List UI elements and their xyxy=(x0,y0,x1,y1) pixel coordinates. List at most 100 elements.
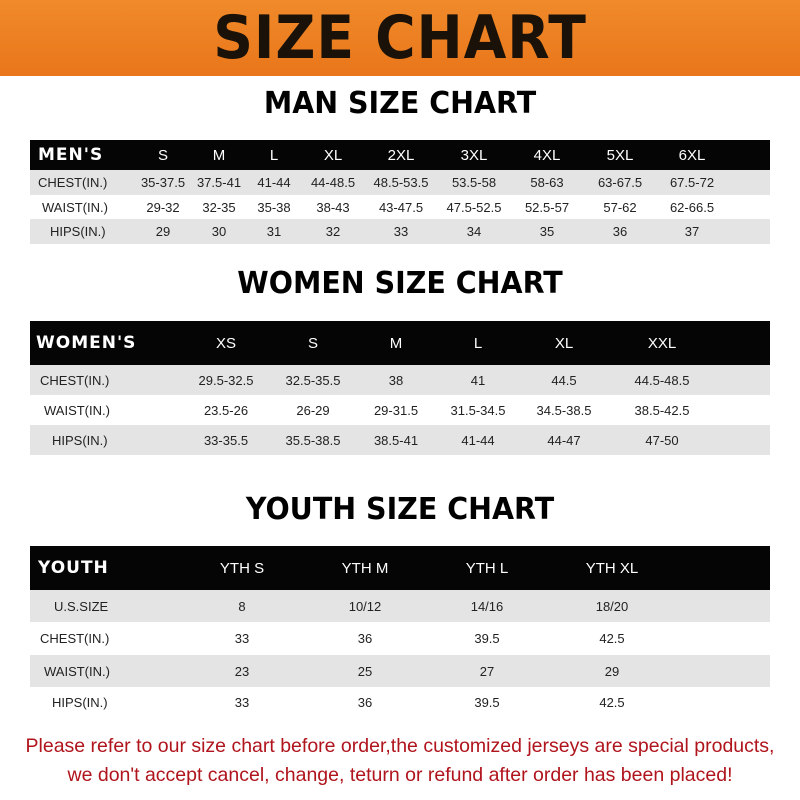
size-value: 44-48.5 xyxy=(310,175,356,190)
size-header: XXL xyxy=(647,334,677,352)
size-value: 33 xyxy=(234,695,250,710)
size-value: 57-62 xyxy=(603,199,637,215)
table-row: CHEST(IN.) 35-37.5 37.5-41 41-44 44-48.5 48.5… xyxy=(30,170,770,195)
size-value: 41-44 xyxy=(257,175,291,190)
size-header: XL xyxy=(323,146,343,164)
size-value: 62-66.5 xyxy=(669,199,715,215)
size-value: 36 xyxy=(357,631,373,646)
size-value: 44.5 xyxy=(551,372,577,388)
size-header: L xyxy=(473,334,483,352)
size-header: 5XL xyxy=(606,146,634,164)
size-header: 3XL xyxy=(460,146,488,164)
measure-label: WAIST(IN.) xyxy=(44,663,110,679)
women-header-row: WOMEN'S XS S M L XL XXL xyxy=(30,321,770,365)
size-header: XL xyxy=(554,334,574,352)
size-value: 31.5-34.5 xyxy=(450,402,506,418)
size-value: 36 xyxy=(612,224,628,239)
size-header: YTH XL xyxy=(585,559,639,577)
measure-label: HIPS(IN.) xyxy=(52,432,108,448)
size-value: 25 xyxy=(357,663,373,679)
size-value: 41 xyxy=(470,372,486,388)
size-value: 44.5-48.5 xyxy=(634,372,690,388)
size-value: 42.5 xyxy=(599,631,625,646)
size-value: 47.5-52.5 xyxy=(446,199,502,215)
size-value: 8 xyxy=(238,598,246,614)
size-value: 34.5-38.5 xyxy=(536,402,592,418)
size-header: M xyxy=(212,146,226,164)
women-size-table: WOMEN'S XS S M L XL XXL CHEST(IN.) 29.5-32.5 32.5… xyxy=(30,321,770,455)
size-header: M xyxy=(389,334,403,352)
men-header-row: MEN'S S M L XL 2XL 3XL 4XL 5XL 6XL xyxy=(30,140,770,170)
size-value: 52.5-57 xyxy=(524,199,570,215)
measure-label: U.S.SIZE xyxy=(54,598,109,614)
size-value: 38.5-42.5 xyxy=(634,402,690,418)
size-value: 36 xyxy=(357,695,373,710)
size-header: XS xyxy=(215,334,237,352)
size-value: 29 xyxy=(604,663,620,679)
size-value: 33-35.5 xyxy=(203,432,249,448)
size-value: 31 xyxy=(266,224,282,239)
measure-label: WAIST(IN.) xyxy=(42,199,108,215)
banner-title: SIZE CHART xyxy=(213,3,587,73)
size-value: 18/20 xyxy=(595,598,629,614)
size-header: YTH S xyxy=(219,559,265,577)
size-value: 29-31.5 xyxy=(373,402,419,418)
size-value: 48.5-53.5 xyxy=(373,175,429,190)
size-value: 38.5-41 xyxy=(373,432,419,448)
size-value: 35-38 xyxy=(257,199,291,215)
size-value: 29.5-32.5 xyxy=(198,372,254,388)
size-value: 23 xyxy=(234,663,250,679)
table-row: CHEST(IN.) 29.5-32.5 32.5-35.5 38 41 44.5 44.5… xyxy=(30,365,770,395)
youth-size-table: YOUTH YTH S YTH M YTH L YTH XL U.S.SIZE 8 10/12… xyxy=(30,546,770,718)
table-row: U.S.SIZE 8 10/12 14/16 18/20 xyxy=(30,590,770,622)
size-value: 44-47 xyxy=(547,432,581,448)
measure-label: HIPS(IN.) xyxy=(52,695,108,710)
table-label: MEN'S xyxy=(38,145,104,165)
measure-label: CHEST(IN.) xyxy=(40,631,110,646)
size-value: 34 xyxy=(466,224,482,239)
size-header: L xyxy=(269,146,279,164)
table-label: YOUTH xyxy=(38,558,109,578)
size-value: 35-37.5 xyxy=(140,175,186,190)
size-value: 38 xyxy=(388,372,404,388)
size-value: 37 xyxy=(684,224,700,239)
size-value: 10/12 xyxy=(348,598,382,614)
size-value: 53.5-58 xyxy=(451,175,497,190)
size-value: 35.5-38.5 xyxy=(285,432,341,448)
table-row: HIPS(IN.) 33-35.5 35.5-38.5 38.5-41 41-44 44-… xyxy=(30,425,770,455)
size-value: 35 xyxy=(539,224,555,239)
table-row: WAIST(IN.) 29-32 32-35 35-38 38-43 43-47.5 47.… xyxy=(30,195,770,219)
table-row: HIPS(IN.) 29 30 31 32 33 34 35 36 37 xyxy=(30,219,770,244)
size-header: YTH L xyxy=(465,559,509,577)
table-label: WOMEN'S xyxy=(36,333,137,353)
size-value: 41-44 xyxy=(461,432,495,448)
size-value: 33 xyxy=(234,631,250,646)
size-header: 2XL xyxy=(387,146,415,164)
size-value: 26-29 xyxy=(296,402,330,418)
size-header: 4XL xyxy=(533,146,561,164)
size-chart-banner: SIZE CHART xyxy=(0,0,800,76)
size-value: 58-63 xyxy=(530,175,564,190)
size-value: 67.5-72 xyxy=(669,175,715,190)
notice-line-2: we don't accept cancel, change, teturn o… xyxy=(67,764,733,786)
size-value: 47-50 xyxy=(645,432,679,448)
size-value: 29 xyxy=(155,224,171,239)
size-value: 43-47.5 xyxy=(378,199,424,215)
size-header: S xyxy=(157,146,169,164)
size-value: 32-35 xyxy=(202,199,236,215)
men-title: MAN SIZE CHART xyxy=(263,86,537,121)
size-value: 30 xyxy=(211,224,227,239)
size-value: 14/16 xyxy=(470,598,504,614)
youth-header-row: YOUTH YTH S YTH M YTH L YTH XL xyxy=(30,546,770,590)
size-value: 33 xyxy=(393,224,409,239)
measure-label: HIPS(IN.) xyxy=(50,224,106,239)
table-row: WAIST(IN.) 23.5-26 26-29 29-31.5 31.5-34.5 34… xyxy=(30,395,770,425)
size-header: YTH M xyxy=(341,559,389,577)
measure-label: WAIST(IN.) xyxy=(44,402,110,418)
table-row: HIPS(IN.) 33 36 39.5 42.5 xyxy=(30,687,770,718)
size-header: 6XL xyxy=(678,146,706,164)
size-value: 37.5-41 xyxy=(196,175,242,190)
size-header: S xyxy=(307,334,319,352)
size-value: 32.5-35.5 xyxy=(285,372,341,388)
table-row: WAIST(IN.) 23 25 27 29 xyxy=(30,655,770,687)
